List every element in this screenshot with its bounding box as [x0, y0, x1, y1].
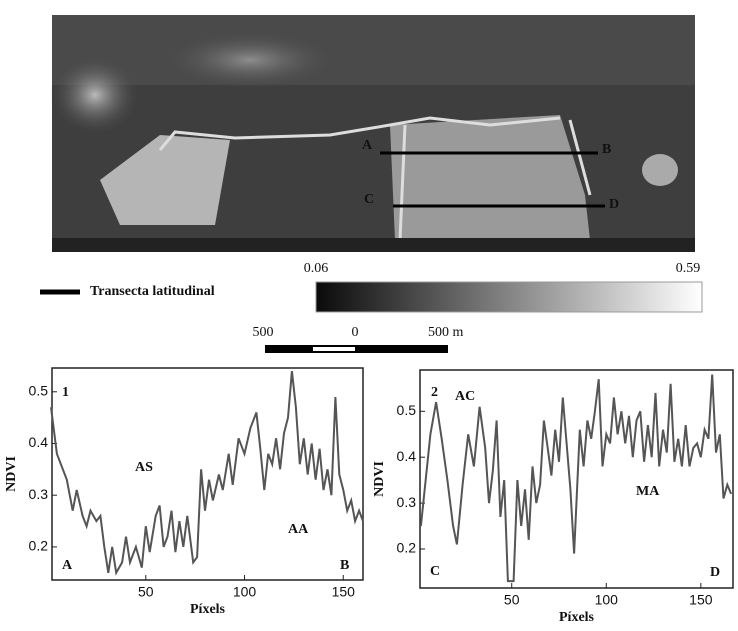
y-axis-label: NDVI [372, 461, 387, 497]
plot-frame [419, 369, 734, 589]
x-tick-label: 50 [504, 592, 520, 608]
colorbar [315, 281, 703, 313]
x-tick-label: 50 [138, 584, 154, 600]
y-tick-label: 0.3 [397, 494, 417, 510]
transect-label: B [602, 142, 611, 157]
scale-label: 500 m [428, 325, 464, 340]
ndvi-line [50, 370, 364, 576]
y-tick-label: 0.2 [397, 540, 417, 556]
satellite-image: A B C D [50, 15, 695, 252]
scale-label: 500 [253, 325, 274, 340]
y-tick-label: 0.5 [397, 402, 417, 418]
colorbar-label: 0.59 [676, 261, 701, 276]
y-tick-label: 0.3 [29, 486, 49, 502]
x-tick-label: 150 [332, 584, 356, 600]
annotation: A [62, 558, 73, 573]
x-tick-label: 100 [595, 592, 619, 608]
annotation: B [340, 558, 349, 573]
x-tick-label: 150 [689, 592, 713, 608]
transect-label: D [609, 197, 619, 212]
x-axis-label: Píxels [190, 602, 226, 617]
annotation: MA [636, 484, 660, 499]
y-tick-label: 0.2 [29, 538, 49, 554]
annotation: C [430, 564, 440, 579]
scale-bar [265, 345, 448, 353]
colorbar-label: 0.06 [304, 261, 329, 276]
annotation: 2 [431, 385, 438, 400]
annotation: 1 [62, 385, 69, 400]
scale-label: 0 [352, 325, 359, 340]
annotation: AS [135, 460, 153, 475]
x-tick-label: 100 [233, 584, 257, 600]
transect-label: C [364, 192, 374, 207]
annotation: D [710, 565, 720, 580]
annotation: AC [455, 389, 475, 404]
annotation: AA [288, 522, 309, 537]
ndvi-line [419, 374, 733, 583]
y-tick-label: 0.4 [29, 434, 49, 450]
legend-label: Transecta latitudinal [90, 284, 215, 299]
x-axis-label: Píxels [559, 610, 595, 625]
y-tick-label: 0.5 [29, 382, 49, 398]
y-axis-label: NDVI [4, 456, 19, 492]
y-tick-label: 0.4 [397, 448, 417, 464]
transect-label: A [362, 138, 373, 153]
